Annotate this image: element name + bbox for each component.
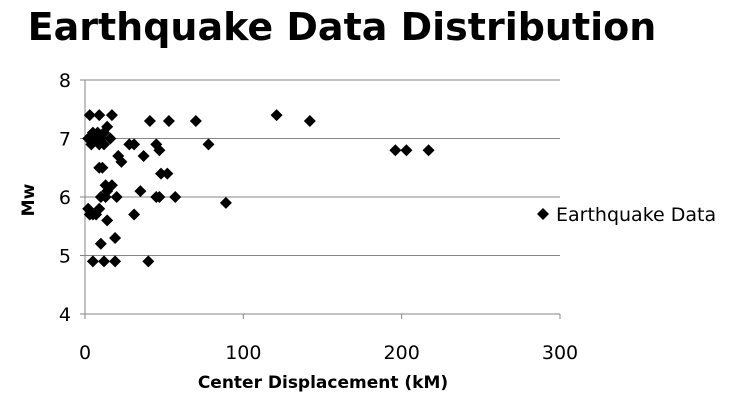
data-point: [142, 255, 155, 268]
data-point: [169, 191, 182, 203]
tick-labels: 4 5 6 7 8 0 100 200 300: [59, 70, 578, 364]
axes: [80, 79, 561, 319]
data-point: [400, 144, 413, 157]
data-point: [86, 255, 99, 268]
y-tick-label: 5: [59, 246, 71, 268]
y-tick-label: 4: [59, 304, 71, 326]
data-point: [422, 144, 435, 157]
data-point: [270, 109, 283, 122]
data-point: [134, 185, 147, 198]
y-tick-label: 8: [59, 70, 71, 92]
data-point: [93, 202, 106, 215]
data-point: [389, 144, 402, 157]
data-point: [83, 109, 96, 122]
data-point: [128, 208, 141, 221]
y-tick-label: 7: [59, 129, 71, 151]
data-point: [98, 255, 110, 268]
data-point: [143, 114, 156, 127]
y-axis-title: Mw: [19, 183, 39, 216]
data-point: [105, 109, 118, 122]
data-point: [137, 150, 150, 163]
x-tick-label: 300: [542, 342, 578, 364]
gridlines: [85, 79, 560, 256]
data-point: [93, 109, 106, 122]
data-point: [162, 114, 175, 127]
data-point: [109, 231, 122, 244]
chart-title: Earthquake Data Distribution: [28, 5, 657, 49]
data-point: [109, 255, 122, 268]
data-point: [303, 114, 316, 127]
data-point: [115, 155, 128, 168]
data-point: [128, 138, 141, 151]
data-point: [94, 237, 107, 250]
data-point: [110, 191, 123, 203]
y-tick-label: 6: [59, 187, 71, 209]
data-point: [101, 120, 114, 133]
x-tick-label: 200: [384, 342, 420, 364]
legend: Earthquake Data: [537, 204, 716, 226]
data-point: [202, 138, 215, 151]
data-point: [219, 196, 232, 209]
data-point: [161, 167, 174, 180]
x-tick-label: 0: [79, 342, 91, 364]
data-point: [153, 144, 166, 157]
data-point: [93, 138, 106, 151]
data-point: [93, 161, 106, 174]
data-point: [99, 191, 112, 203]
x-axis-title: Center Displacement (kM): [198, 373, 448, 393]
data-point: [98, 126, 110, 139]
data-point: [155, 167, 167, 180]
legend-label: Earthquake Data: [556, 204, 716, 226]
x-tick-label: 100: [225, 342, 261, 364]
data-points: [82, 109, 435, 268]
data-point: [189, 114, 202, 127]
legend-marker: [537, 208, 549, 220]
data-point: [101, 214, 114, 227]
data-point: [153, 191, 166, 203]
data-point: [104, 132, 117, 145]
